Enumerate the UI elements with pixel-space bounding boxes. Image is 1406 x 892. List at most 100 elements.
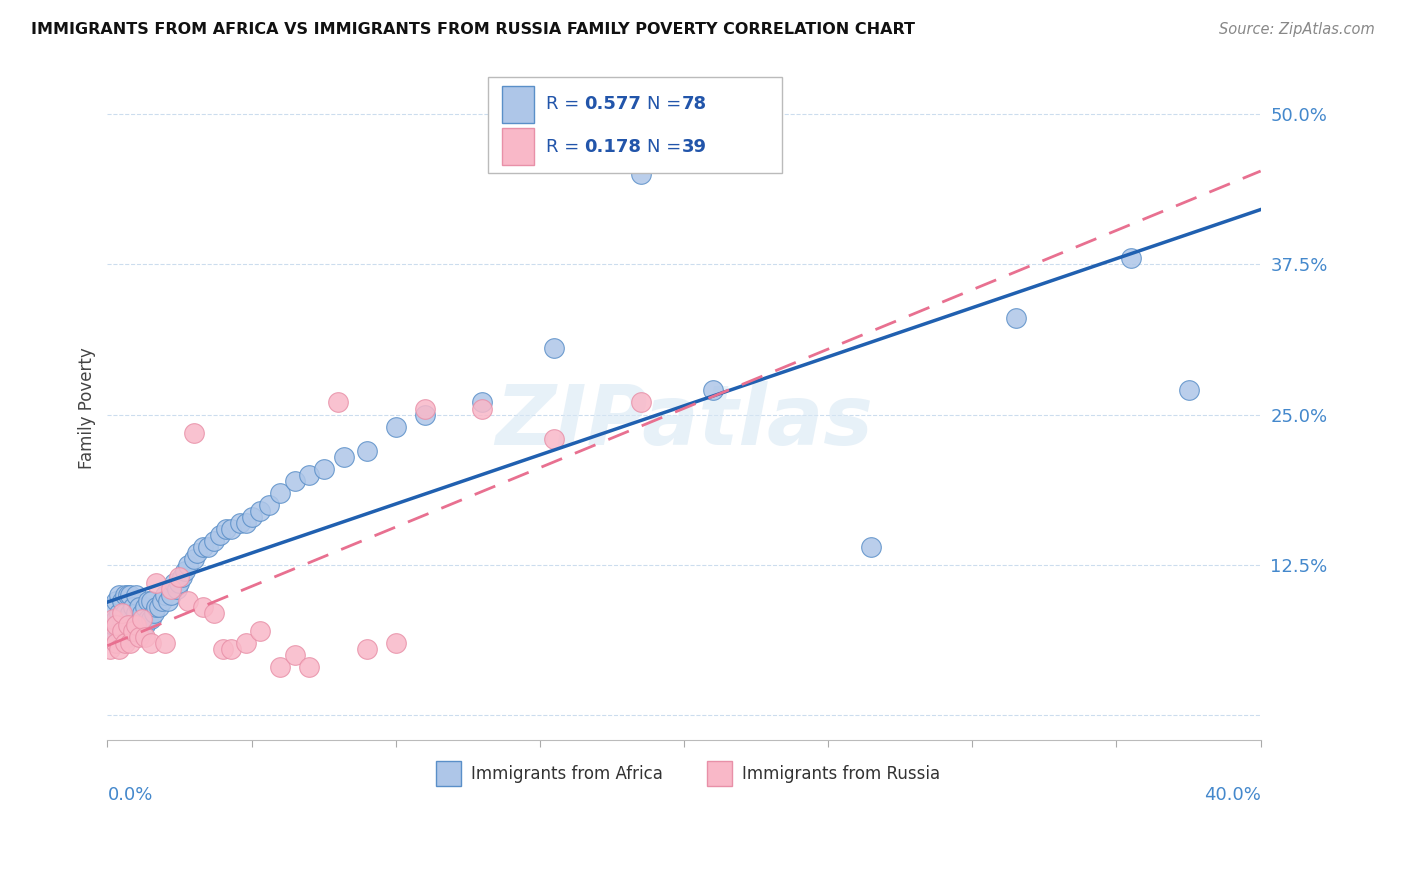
- Point: [111, 630, 134, 644]
- Point: [169, 570, 191, 584]
- Point: [139, 612, 162, 626]
- Point: [284, 474, 307, 488]
- Point: [131, 624, 153, 639]
- Point: [202, 533, 225, 548]
- Point: [101, 612, 124, 626]
- Point: [269, 485, 291, 500]
- Point: [111, 624, 134, 639]
- Point: [101, 618, 124, 632]
- Text: 0.577: 0.577: [583, 95, 641, 113]
- Point: [114, 636, 136, 650]
- Point: [543, 432, 565, 446]
- Point: [131, 606, 153, 620]
- Point: [125, 624, 148, 639]
- Point: [169, 576, 191, 591]
- Point: [114, 624, 136, 639]
- Point: [117, 630, 139, 644]
- Point: [166, 582, 188, 596]
- Point: [860, 540, 883, 554]
- Point: [172, 570, 194, 584]
- Point: [117, 588, 139, 602]
- Text: IMMIGRANTS FROM AFRICA VS IMMIGRANTS FROM RUSSIA FAMILY POVERTY CORRELATION CHAR: IMMIGRANTS FROM AFRICA VS IMMIGRANTS FRO…: [31, 22, 915, 37]
- Point: [128, 618, 150, 632]
- Point: [257, 498, 280, 512]
- Text: 40.0%: 40.0%: [1204, 786, 1261, 804]
- Point: [114, 606, 136, 620]
- Point: [153, 636, 176, 650]
- Text: 0.0%: 0.0%: [107, 786, 153, 804]
- Point: [105, 636, 128, 650]
- Point: [177, 558, 200, 572]
- Point: [128, 630, 150, 644]
- Point: [111, 612, 134, 626]
- Point: [122, 624, 145, 639]
- Point: [125, 588, 148, 602]
- Point: [125, 618, 148, 632]
- Text: N =: N =: [647, 95, 688, 113]
- Text: R =: R =: [546, 137, 585, 155]
- Point: [214, 522, 236, 536]
- Point: [326, 395, 349, 409]
- Point: [269, 660, 291, 674]
- Point: [105, 594, 128, 608]
- Point: [122, 618, 145, 632]
- Point: [229, 516, 252, 530]
- Point: [145, 600, 167, 615]
- Point: [413, 408, 436, 422]
- Point: [159, 588, 181, 602]
- Text: Source: ZipAtlas.com: Source: ZipAtlas.com: [1219, 22, 1375, 37]
- Point: [177, 594, 200, 608]
- Point: [134, 618, 156, 632]
- Point: [356, 642, 378, 657]
- Point: [111, 606, 134, 620]
- Point: [312, 461, 335, 475]
- Point: [240, 509, 263, 524]
- Point: [630, 395, 652, 409]
- Point: [235, 516, 257, 530]
- Point: [134, 630, 156, 644]
- Point: [333, 450, 356, 464]
- Text: ZIPatlas: ZIPatlas: [495, 381, 873, 462]
- Point: [111, 594, 134, 608]
- Point: [186, 546, 208, 560]
- Point: [120, 624, 142, 639]
- FancyBboxPatch shape: [436, 761, 461, 786]
- Point: [136, 612, 159, 626]
- Point: [142, 606, 165, 620]
- Point: [284, 648, 307, 663]
- Point: [1004, 311, 1026, 326]
- FancyBboxPatch shape: [502, 87, 534, 122]
- Point: [249, 624, 271, 639]
- Point: [131, 612, 153, 626]
- Text: Immigrants from Russia: Immigrants from Russia: [742, 765, 939, 783]
- Point: [117, 618, 139, 632]
- Text: R =: R =: [546, 95, 585, 113]
- Point: [98, 642, 121, 657]
- Point: [221, 642, 243, 657]
- Point: [197, 540, 219, 554]
- Point: [128, 600, 150, 615]
- Point: [120, 636, 142, 650]
- Point: [105, 612, 128, 626]
- Point: [249, 504, 271, 518]
- Point: [543, 341, 565, 355]
- Point: [153, 588, 176, 602]
- Text: N =: N =: [647, 137, 688, 155]
- Text: 39: 39: [682, 137, 707, 155]
- Point: [136, 594, 159, 608]
- Point: [471, 401, 494, 416]
- Point: [125, 606, 148, 620]
- Point: [163, 576, 186, 591]
- Point: [183, 425, 205, 440]
- Point: [101, 630, 124, 644]
- Point: [384, 419, 406, 434]
- Point: [120, 588, 142, 602]
- Point: [221, 522, 243, 536]
- Point: [191, 600, 214, 615]
- Point: [702, 384, 724, 398]
- Point: [191, 540, 214, 554]
- Point: [150, 594, 173, 608]
- Point: [120, 606, 142, 620]
- Point: [105, 618, 128, 632]
- Text: Immigrants from Africa: Immigrants from Africa: [471, 765, 662, 783]
